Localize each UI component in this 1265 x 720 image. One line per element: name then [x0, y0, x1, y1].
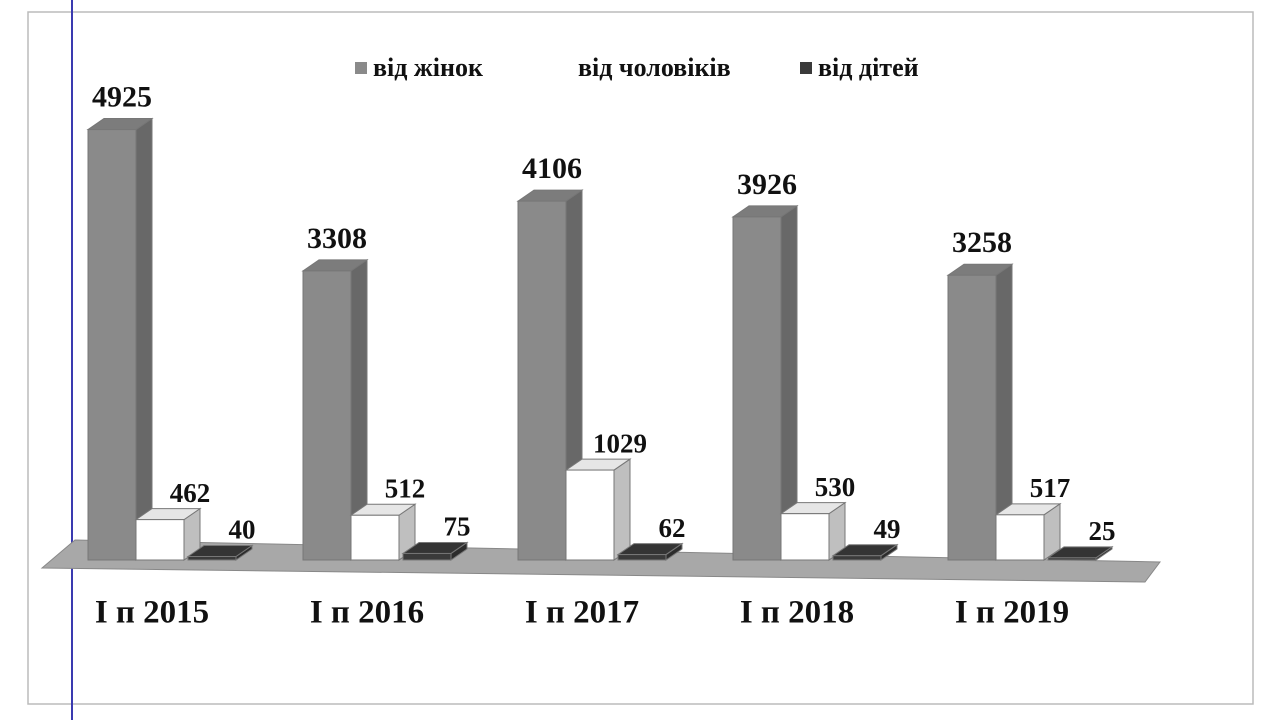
data-label: 49 [874, 514, 901, 544]
data-label: 530 [815, 472, 856, 502]
legend-label: від жінок [373, 53, 483, 82]
bar-face [613, 458, 631, 561]
bar [401, 541, 469, 561]
bar-face [780, 513, 830, 561]
data-label: 75 [444, 512, 471, 542]
bar [86, 117, 154, 561]
bar [779, 501, 847, 561]
data-label: 517 [1030, 473, 1071, 503]
x-tick-label: І п 2019 [955, 595, 1069, 631]
bar [616, 542, 684, 561]
data-label: 25 [1089, 516, 1116, 546]
bar-face [135, 519, 185, 561]
bar-face [617, 554, 667, 561]
data-label: 1029 [593, 428, 647, 458]
bar-face [350, 514, 400, 561]
bar-face [135, 117, 153, 561]
bar-face [187, 556, 237, 561]
legend-swatch [560, 62, 572, 74]
legend-label: від дітей [818, 53, 919, 82]
data-label: 3258 [952, 226, 1012, 259]
data-label: 4925 [92, 80, 152, 113]
data-label: 512 [385, 473, 426, 503]
bar [1046, 545, 1114, 561]
bar [731, 204, 799, 561]
bar-face [87, 129, 137, 561]
bar [186, 544, 254, 561]
bar-face [995, 514, 1045, 561]
data-label: 40 [229, 515, 256, 545]
x-tick-label: І п 2015 [95, 595, 209, 631]
bar [994, 502, 1062, 561]
data-label: 3308 [307, 222, 367, 255]
bar-face [565, 469, 615, 561]
bar [349, 503, 417, 561]
bar [301, 258, 369, 561]
legend-label: від чоловіків [578, 53, 731, 82]
bar-face [832, 555, 882, 561]
data-label: 3926 [737, 168, 797, 201]
x-tick-label: І п 2018 [740, 595, 854, 631]
bar-face [732, 216, 782, 561]
x-tick-label: І п 2016 [310, 595, 424, 631]
bar-face [402, 552, 452, 561]
bar-face [302, 270, 352, 561]
bar [831, 543, 899, 561]
legend-swatch [800, 62, 812, 74]
data-label: 62 [659, 513, 686, 543]
frame [27, 11, 1254, 705]
bar [946, 263, 1014, 561]
legend-swatch [355, 62, 367, 74]
bar-face [947, 274, 997, 561]
bar-face [517, 200, 567, 561]
bar [564, 458, 632, 561]
bar-face [1047, 557, 1097, 561]
bar [134, 507, 202, 561]
data-label: 4106 [522, 152, 582, 185]
data-label: 462 [170, 478, 211, 508]
x-tick-label: І п 2017 [525, 595, 639, 631]
